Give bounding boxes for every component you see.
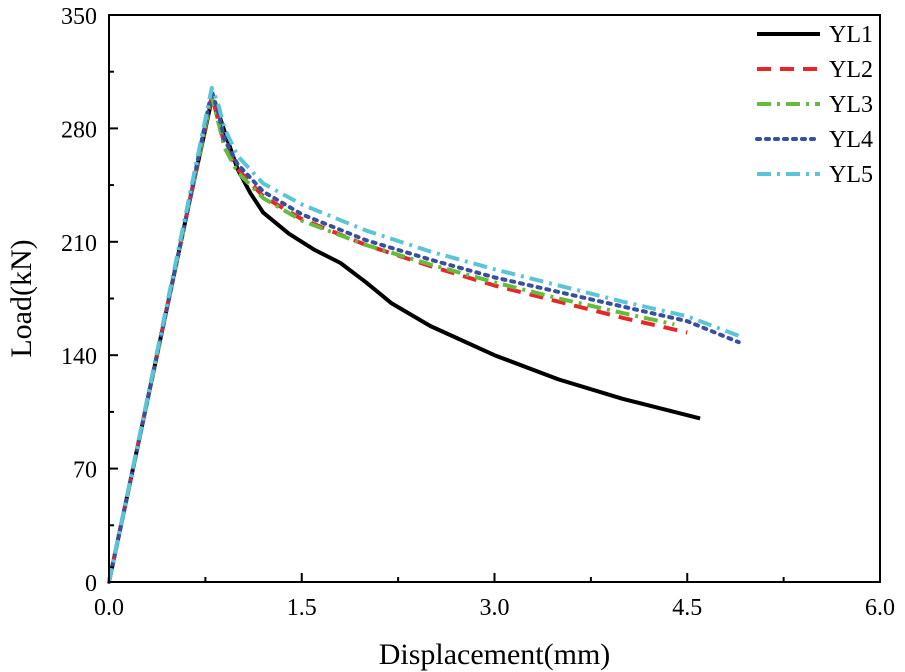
x-tick-label: 3.0 — [480, 595, 510, 621]
x-tick-label: 6.0 — [865, 595, 895, 621]
legend-label-yl3: YL3 — [829, 92, 873, 118]
legend: YL1 YL2 YL3 YL4 YL5 — [755, 22, 873, 188]
legend-label-yl2: YL2 — [829, 57, 873, 83]
axis-ticks — [108, 14, 881, 583]
series-line-yl3 — [107, 94, 675, 583]
legend-label-yl4: YL4 — [829, 127, 873, 153]
series-line-yl5 — [107, 85, 740, 583]
y-tick-label: 210 — [61, 231, 97, 257]
axis-tick-labels: 0.0 1.5 3.0 4.5 6.0 0 70 140 210 280 350 — [61, 4, 895, 621]
x-tick-label: 1.5 — [287, 595, 317, 621]
y-tick-label: 70 — [73, 458, 97, 484]
legend-label-yl5: YL5 — [829, 162, 873, 188]
plot-series-group — [107, 85, 741, 584]
y-axis-label: Load(kN) — [5, 239, 38, 357]
x-axis-label: Displacement(mm) — [379, 638, 611, 671]
y-tick-label: 280 — [61, 117, 97, 143]
series-line-yl4 — [107, 89, 741, 584]
y-tick-label: 140 — [61, 344, 97, 370]
x-tick-label: 0.0 — [94, 595, 124, 621]
legend-label-yl1: YL1 — [829, 22, 873, 48]
plot-frame — [108, 14, 881, 583]
y-tick-label: 0 — [85, 571, 97, 597]
y-tick-label: 350 — [61, 4, 97, 30]
x-tick-label: 4.5 — [672, 595, 702, 621]
